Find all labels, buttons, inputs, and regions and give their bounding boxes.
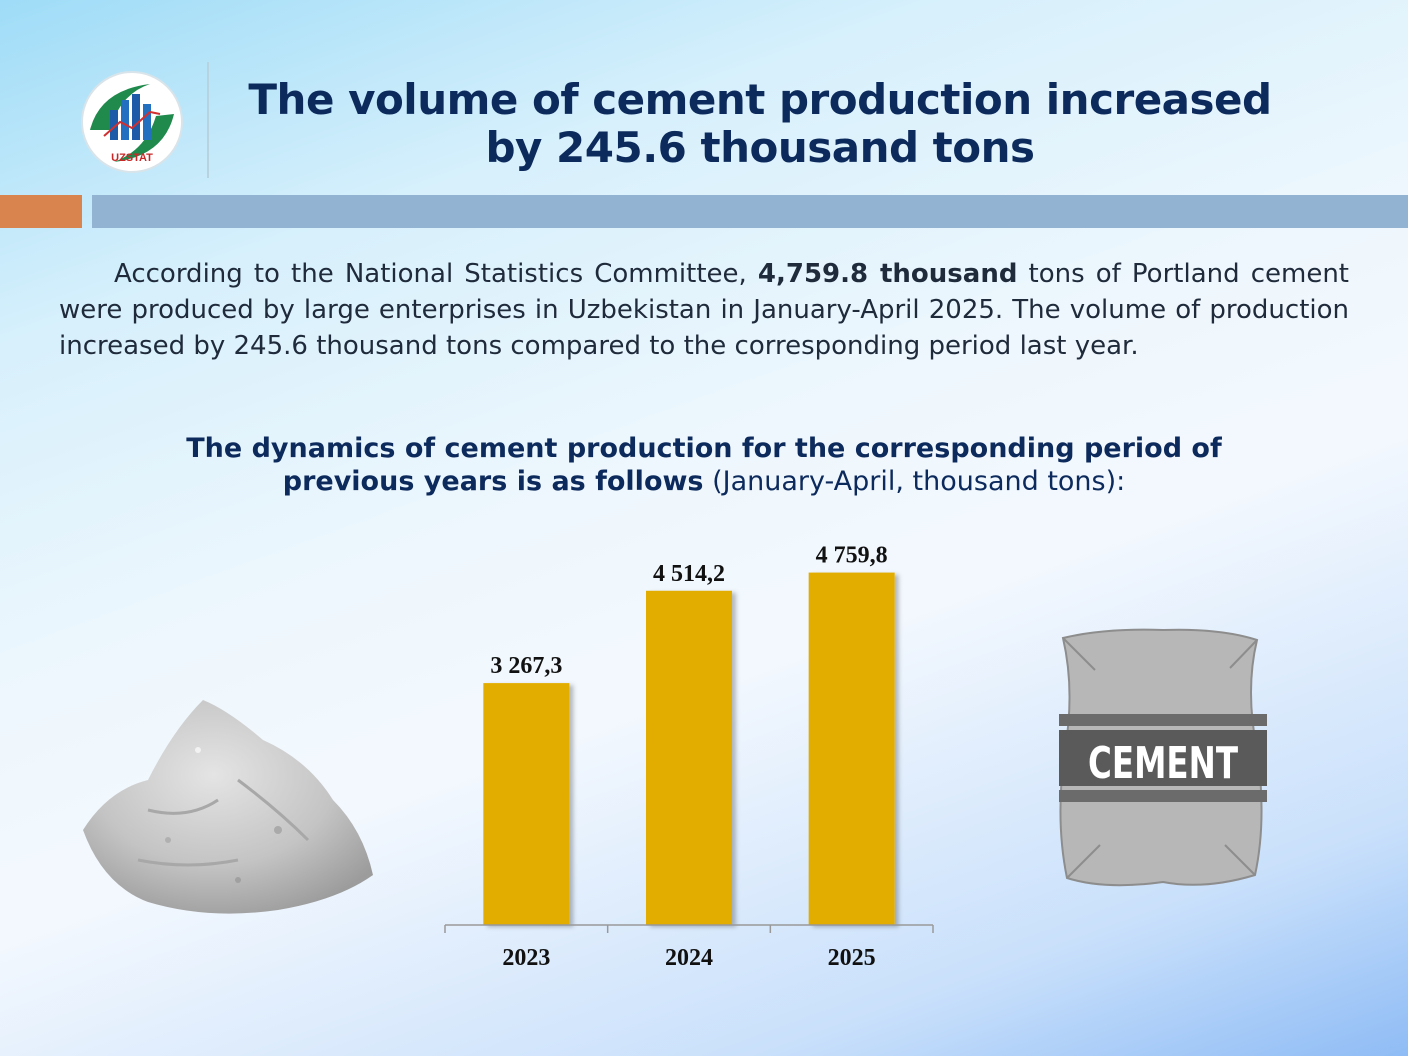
- bar-2023: [483, 683, 570, 925]
- subtitle-line-1: The dynamics of cement production for th…: [186, 433, 1222, 464]
- cement-bag-image: CEMENT: [1059, 628, 1267, 887]
- page-title: The volume of cement production increase…: [210, 76, 1310, 172]
- intro-paragraph: According to the National Statistics Com…: [59, 256, 1349, 364]
- chart-subtitle: The dynamics of cement production for th…: [154, 432, 1254, 498]
- category-label-2023: 2023: [502, 945, 550, 971]
- cement-production-chart: 3 267,3 4 514,2 4 759,8 2023 2024 2025: [444, 543, 934, 971]
- bag-label: CEMENT: [1088, 738, 1238, 789]
- data-label-2025: 4 759,8: [816, 543, 888, 569]
- data-label-2023: 3 267,3: [490, 653, 562, 679]
- uzstat-logo: UZSTAT: [81, 71, 183, 173]
- subtitle-line-2: previous years is as follows: [282, 466, 704, 497]
- category-label-2024: 2024: [665, 945, 713, 971]
- subtitle-units: (January-April, thousand tons):: [703, 466, 1126, 497]
- category-label-2025: 2025: [828, 945, 876, 971]
- title-line-1: The volume of cement production increase…: [248, 75, 1272, 124]
- intro-highlight: 4,759.8 thousand: [757, 259, 1018, 289]
- accent-bar-blue: [92, 195, 1408, 228]
- accent-bar-orange: [0, 195, 82, 228]
- svg-text:UZSTAT: UZSTAT: [111, 152, 153, 164]
- intro-text-before: According to the National Statistics Com…: [114, 259, 758, 289]
- intro-text-after: tons of Portland cement were produced by…: [59, 259, 1349, 361]
- cement-powder-image: [83, 700, 373, 914]
- data-label-2024: 4 514,2: [653, 561, 725, 587]
- bar-2025: [808, 572, 895, 925]
- header-divider: [207, 62, 209, 178]
- title-line-2: by 245.6 thousand tons: [485, 123, 1035, 172]
- bar-2024: [646, 590, 732, 925]
